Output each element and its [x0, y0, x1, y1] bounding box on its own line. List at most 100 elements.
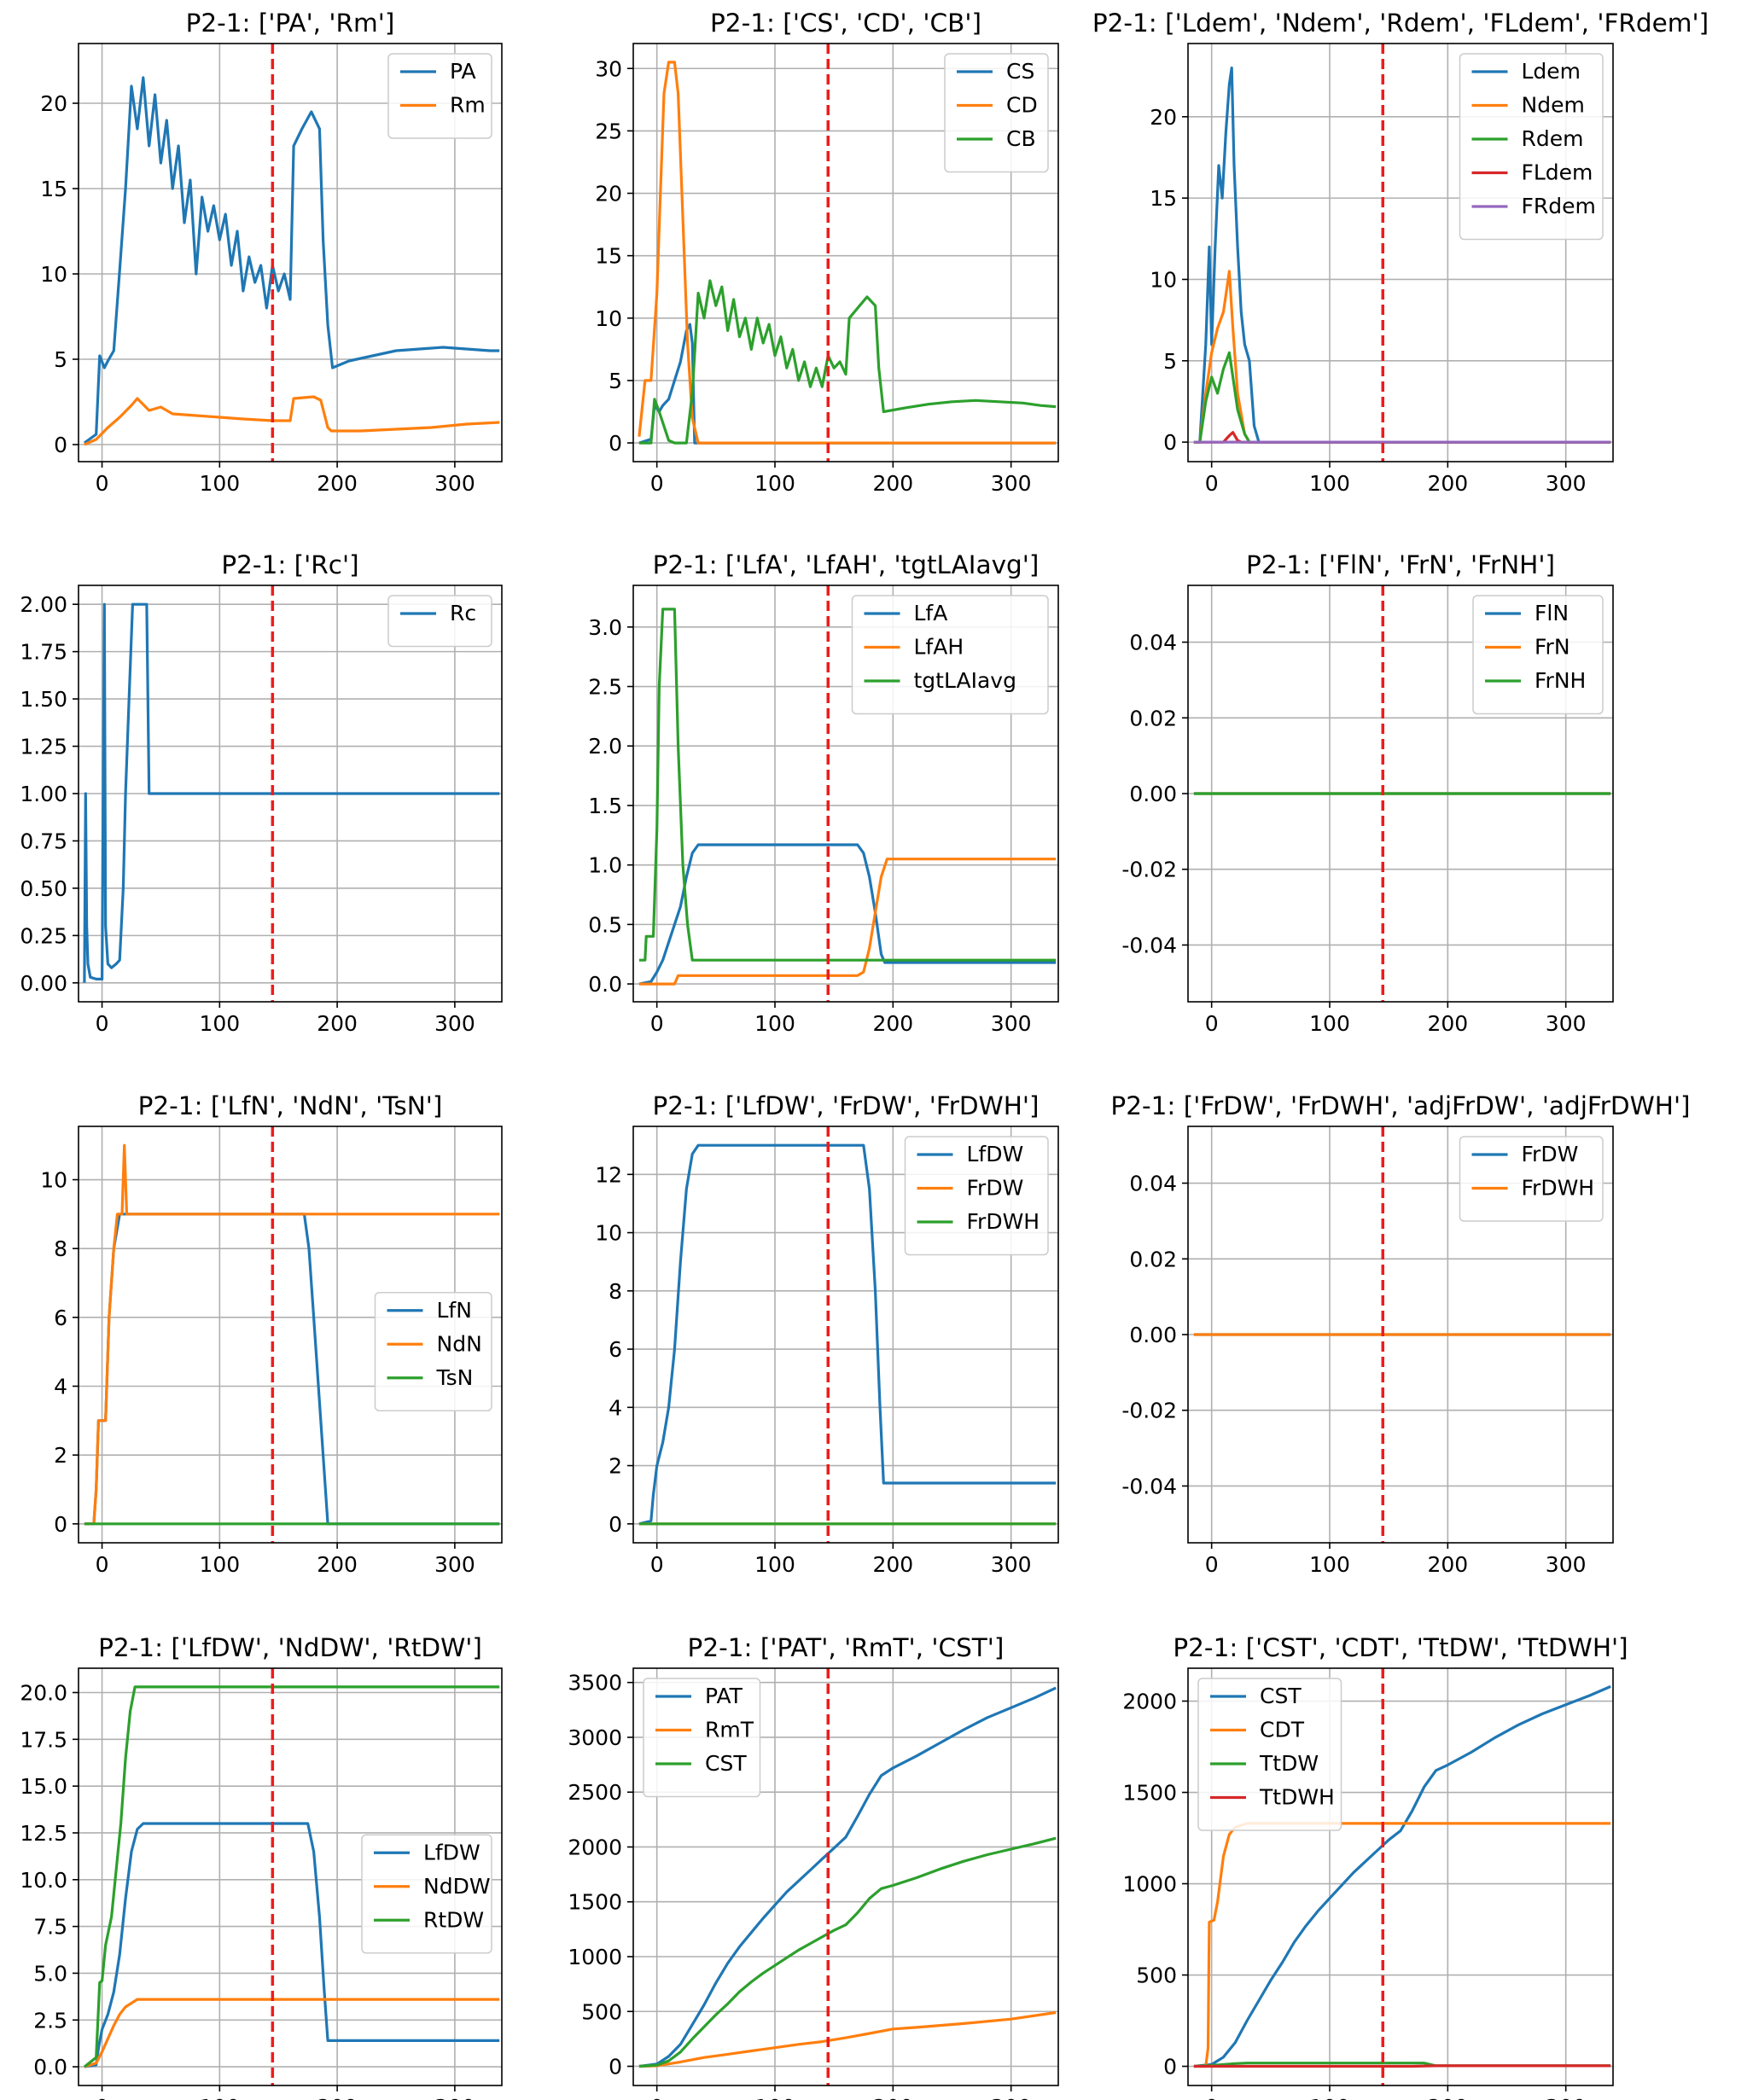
y-tick-label: 0.5	[588, 912, 622, 937]
y-tick-label: 0.0	[588, 972, 622, 997]
y-tick-label: 12.5	[20, 1821, 67, 1846]
y-tick-label: 20.0	[20, 1681, 67, 1706]
x-tick-label: 100	[199, 1011, 240, 1036]
y-tick-label: 0	[54, 1512, 67, 1537]
y-tick-label: -0.04	[1121, 1474, 1177, 1498]
legend-label: NdN	[437, 1331, 482, 1356]
x-tick-label: 300	[1546, 1011, 1587, 1036]
y-tick-label: 0.75	[20, 829, 67, 853]
axes-frame	[632, 1667, 1059, 2086]
legend: LfDW FrDW FrDWH	[904, 1136, 1049, 1256]
y-tick-label: 1.25	[20, 735, 67, 759]
series-group	[638, 1686, 1057, 2068]
y-tick-label: 1.00	[20, 782, 67, 806]
legend-label: TsN	[436, 1365, 474, 1390]
y-tick-label: 0	[1163, 430, 1177, 455]
legend-label: FrDWH	[967, 1209, 1040, 1234]
chart-title: P2-1: ['FrDW', 'FrDWH', 'adjFrDW', 'adjF…	[1110, 1091, 1690, 1120]
chart-title: P2-1: ['PA', 'Rm']	[186, 9, 395, 38]
legend: FlN FrN FrNH	[1472, 595, 1604, 715]
legend-label: tgtLAIavg	[914, 668, 1016, 693]
y-tick-label: 7.5	[33, 1915, 67, 1940]
chart-title: P2-1: ['LfN', 'NdN', 'TsN']	[138, 1091, 443, 1120]
y-tick-label: 10.0	[20, 1868, 67, 1893]
x-tick-label: 0	[96, 2095, 109, 2100]
x-tick-label: 200	[317, 1011, 358, 1036]
x-tick-label: 100	[1309, 1011, 1350, 1036]
grid	[633, 1668, 1058, 2085]
chart-6: 0 100 200 300 -0.04 -0.02 0.00 0.02 0.04 P2-1: ['…	[1121, 550, 1614, 1036]
series-group	[83, 1685, 500, 2068]
series-group	[1193, 1684, 1611, 2068]
y-tick-label: 1.75	[20, 640, 67, 665]
y-tick-label: 15	[1150, 186, 1177, 211]
legend-label: TtDW	[1259, 1751, 1319, 1776]
y-tick-label: 8	[54, 1236, 67, 1261]
chart-2: 0 100 200 300 0 5 10 15 20 25 30 P2-1: ['CS', 'CD',…	[595, 9, 1059, 496]
y-tick-label: 4	[54, 1374, 67, 1399]
series-line-pat	[638, 1686, 1057, 2068]
series-group	[83, 76, 500, 446]
legend-box	[1459, 1136, 1604, 1222]
y-tick-label: 25	[595, 119, 622, 143]
axes-frame	[1187, 1667, 1614, 2086]
legend-box	[1472, 595, 1604, 715]
legend-label: LfAH	[914, 635, 964, 660]
legend-label: LfN	[437, 1298, 472, 1323]
y-tick-label: 12	[595, 1162, 622, 1187]
legend-label: CD	[1006, 93, 1038, 118]
y-tick-label: 10	[40, 1168, 67, 1193]
x-tick-label: 100	[199, 471, 240, 496]
y-tick-label: 30	[595, 56, 622, 81]
x-tick-label: 100	[199, 2095, 240, 2100]
legend: Ldem Ndem Rdem FLdem FRdem	[1459, 53, 1604, 241]
legend-label: FrDWH	[1522, 1176, 1595, 1201]
x-tick-label: 0	[96, 471, 109, 496]
legend-label: FLdem	[1522, 160, 1593, 185]
y-tick-label: 5	[54, 347, 67, 372]
x-tick-label: 200	[872, 471, 913, 496]
x-tick-label: 200	[872, 2095, 913, 2100]
x-tick-label: 300	[991, 2095, 1032, 2100]
y-tick-label: 2	[54, 1443, 67, 1468]
legend-label: FRdem	[1522, 194, 1596, 218]
legend-label: CS	[1006, 59, 1034, 84]
series-line-rdem	[1193, 351, 1611, 444]
legend-label: FrN	[1535, 635, 1570, 660]
chart-11: 01002003000500100015002000250030003500P2…	[568, 1633, 1059, 2100]
series-line-ldem	[1193, 67, 1611, 444]
series-line-ttdwh	[1193, 2064, 1611, 2068]
y-tick-label: 0	[609, 1512, 622, 1537]
y-tick-label: 15	[595, 244, 622, 269]
y-tick-label: 10	[40, 262, 67, 287]
legend-label: TtDWH	[1259, 1785, 1335, 1810]
series-line-ndn	[84, 1143, 500, 1526]
legend-label: CST	[1260, 1684, 1302, 1708]
y-tick-label: 6	[54, 1306, 67, 1330]
y-tick-label: 15	[40, 177, 67, 201]
series-line-cdt	[1193, 1822, 1611, 2068]
chart-8: 0 100 200 300 0 2 4 6 8 10 12 P2-1: ['LfDW', 'FrDW'…	[595, 1091, 1059, 1577]
x-tick-label: 0	[1205, 2095, 1219, 2100]
y-tick-label: -0.04	[1121, 933, 1177, 957]
legend-box	[387, 53, 492, 139]
legend-box	[1459, 53, 1604, 241]
x-tick-label: 0	[650, 1011, 664, 1036]
y-tick-label: 3500	[568, 1671, 622, 1696]
chart-title: P2-1: ['PAT', 'RmT', 'CST']	[688, 1633, 1005, 1662]
chart-3: 0 100 200 300 0 5 10 15 20 P2-1: ['Ldem', 'Ndem',…	[1092, 9, 1709, 496]
x-tick-label: 100	[1309, 2095, 1350, 2100]
x-tick-label: 0	[96, 1011, 109, 1036]
legend-label: FrNH	[1535, 668, 1586, 693]
series-line-ndem	[1193, 270, 1611, 444]
chart-7: 0 100 200 300 0 2 4 6 8 10 P2-1: ['LfN', 'NdN', 'T…	[40, 1091, 503, 1577]
series-line-tgtlaiavg	[638, 608, 1057, 962]
chart-title: P2-1: ['LfDW', 'NdDW', 'RtDW']	[98, 1633, 482, 1662]
legend-label: Ndem	[1522, 93, 1585, 118]
y-tick-label: 0.04	[1129, 1172, 1177, 1196]
series-group	[638, 61, 1057, 445]
legend-label: Rm	[450, 93, 486, 118]
y-tick-label: 1500	[1122, 1781, 1177, 1806]
y-tick-label: 10	[595, 1221, 622, 1246]
y-tick-label: -0.02	[1121, 1399, 1177, 1423]
